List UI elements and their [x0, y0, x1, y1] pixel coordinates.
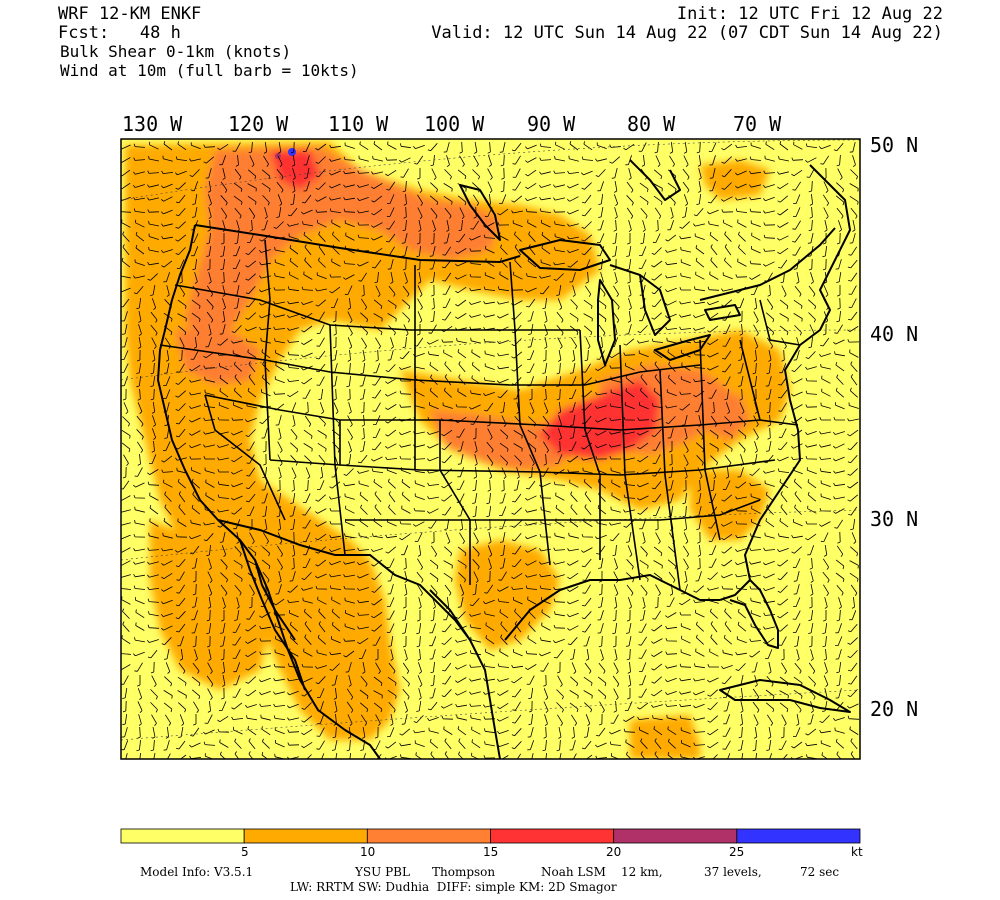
baja-coastline — [239, 539, 306, 691]
shear-field — [121, 139, 860, 759]
colorbar-segment — [366, 828, 491, 844]
lon-label-70w: 70 W — [733, 112, 782, 136]
microphysics-scheme: Thompson — [432, 865, 496, 879]
pbl-scheme: YSU PBL — [355, 865, 410, 879]
colorbar-units: kt — [851, 845, 863, 859]
us-canada-border — [194, 224, 836, 301]
land-surface-model: Noah LSM — [541, 865, 606, 879]
lat-label-40n: 40 N — [870, 322, 919, 346]
lat-label-20n: 20 N — [870, 697, 919, 721]
vertical-levels: 37 levels, — [704, 865, 762, 879]
wind-title: Wind at 10m (full barb = 10kts) — [60, 61, 359, 80]
shear-region-canada-east — [700, 160, 770, 200]
shear-region-baja-offshore — [150, 520, 270, 690]
cuba-coastline — [719, 679, 851, 713]
colorbar-tick-5: 5 — [241, 845, 249, 859]
shear-region-montana — [185, 148, 500, 340]
florida-coastline — [719, 579, 779, 649]
field-title: Bulk Shear 0-1km (knots) — [60, 42, 292, 61]
colorbar-tick-10: 10 — [360, 845, 376, 859]
graticule — [121, 139, 860, 741]
shear-region-mo-il — [540, 380, 660, 460]
colorbar-segment — [613, 828, 738, 844]
lon-label-110w: 110 W — [328, 112, 389, 136]
timestep: 72 sec — [800, 865, 840, 879]
state-borders — [159, 239, 801, 591]
shear-region-texas — [455, 540, 560, 650]
physics-line: LW: RRTM SW: Dudhia DIFF: simple KM: 2D … — [290, 880, 617, 894]
wind-barbs — [121, 140, 860, 759]
shear-region-caribbean — [630, 715, 700, 759]
lake-ontario — [704, 304, 741, 321]
shear-region-mexico — [290, 560, 380, 720]
colorbar-segment — [490, 828, 615, 844]
james-bay-coast — [629, 159, 681, 201]
colorbar-segment — [120, 828, 245, 844]
valid-time: Valid: 12 UTC Sun 14 Aug 22 (07 CDT Sun … — [431, 23, 943, 43]
colorbar-tick-20: 20 — [606, 845, 622, 859]
lake-erie — [654, 334, 711, 361]
gulf-coastline — [429, 574, 720, 759]
lon-label-100w: 100 W — [424, 112, 485, 136]
lon-label-130w: 130 W — [122, 112, 183, 136]
lake-huron — [639, 274, 671, 336]
lat-label-50n: 50 N — [870, 133, 919, 157]
colorbar — [120, 828, 861, 844]
map-frame — [120, 138, 861, 760]
model-info: Model Info: V3.5.1 — [140, 865, 254, 879]
hudson-bay-coast — [459, 184, 501, 241]
pacific-coastline — [157, 224, 381, 759]
wind-barb-field — [121, 140, 860, 759]
grid-resolution: 12 km, — [621, 865, 663, 879]
forecast-hour: Fcst: 48 h — [58, 23, 181, 43]
colorbar-tick-25: 25 — [729, 845, 745, 859]
lon-label-120w: 120 W — [228, 112, 289, 136]
shear-region-southeast — [690, 470, 770, 540]
lat-label-30n: 30 N — [870, 507, 919, 531]
colorbar-segment — [243, 828, 368, 844]
init-time: Init: 12 UTC Fri 12 Aug 22 — [676, 4, 943, 24]
country-borders — [194, 224, 836, 641]
us-mexico-border — [217, 519, 471, 641]
lake-michigan — [597, 279, 616, 366]
shear-max-spot — [288, 148, 296, 156]
colorbar-tick-15: 15 — [483, 845, 499, 859]
colorbar-segment — [736, 828, 861, 844]
lon-label-90w: 90 W — [527, 112, 576, 136]
lake-superior — [519, 239, 611, 271]
shear-region-idaho — [270, 150, 320, 190]
shear-region-virginia — [700, 390, 750, 440]
lon-label-80w: 80 W — [627, 112, 676, 136]
model-title: WRF 12-KM ENKF — [58, 4, 202, 24]
